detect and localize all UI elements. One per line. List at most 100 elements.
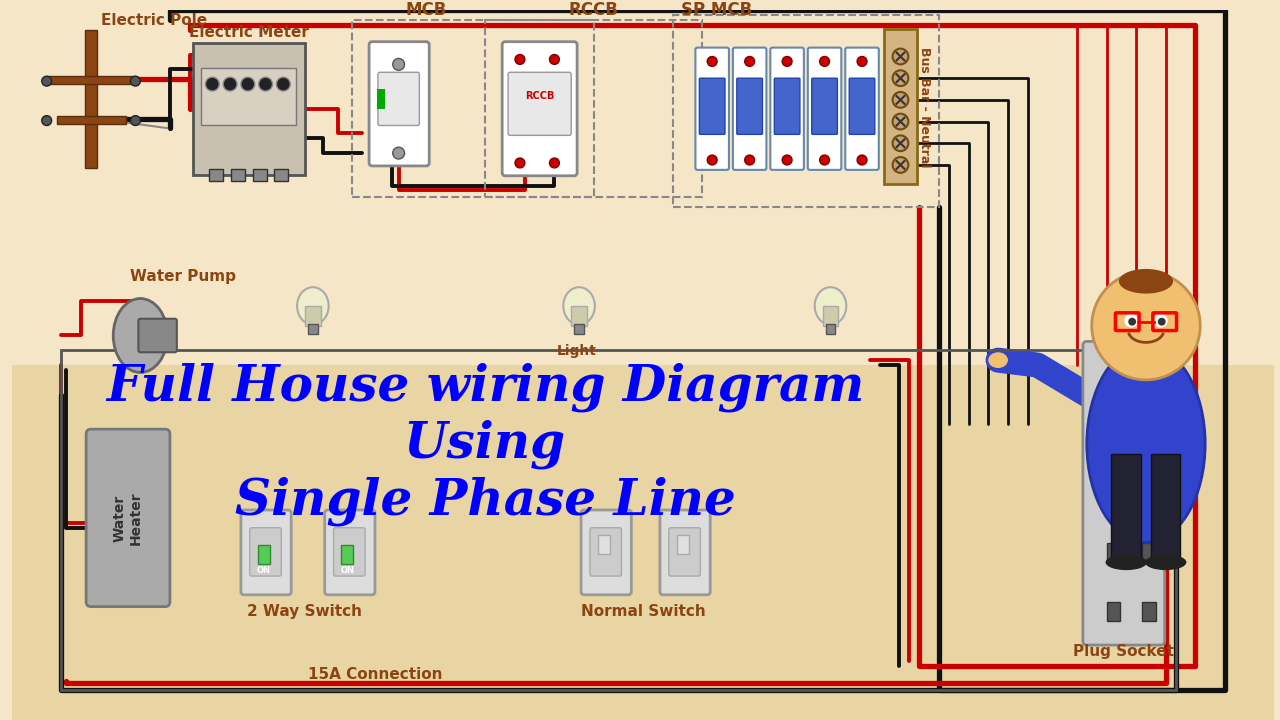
- FancyBboxPatch shape: [774, 78, 800, 135]
- Circle shape: [205, 77, 219, 91]
- Ellipse shape: [1087, 346, 1206, 543]
- Circle shape: [549, 158, 559, 168]
- Text: RCCB: RCCB: [568, 1, 618, 19]
- FancyBboxPatch shape: [138, 319, 177, 352]
- Bar: [305, 306, 321, 325]
- FancyBboxPatch shape: [250, 528, 282, 576]
- FancyBboxPatch shape: [86, 429, 170, 607]
- Bar: [1142, 483, 1156, 503]
- Text: RCCB: RCCB: [525, 91, 554, 101]
- Bar: [575, 324, 584, 333]
- Ellipse shape: [563, 287, 595, 325]
- Ellipse shape: [814, 287, 846, 325]
- Bar: [378, 89, 385, 109]
- Bar: [257, 544, 270, 564]
- Bar: [342, 544, 353, 564]
- Bar: [1142, 543, 1156, 562]
- Text: Light: Light: [557, 344, 596, 359]
- Circle shape: [515, 158, 525, 168]
- Bar: [571, 306, 588, 325]
- Circle shape: [708, 155, 717, 165]
- FancyBboxPatch shape: [13, 10, 1274, 365]
- Bar: [1142, 602, 1156, 621]
- Text: MCB: MCB: [406, 1, 447, 19]
- Bar: [232, 169, 244, 181]
- Circle shape: [131, 76, 141, 86]
- FancyBboxPatch shape: [325, 510, 375, 595]
- FancyBboxPatch shape: [13, 365, 1274, 720]
- Text: Normal Switch: Normal Switch: [581, 605, 705, 619]
- FancyBboxPatch shape: [812, 78, 837, 135]
- Circle shape: [393, 58, 404, 71]
- FancyBboxPatch shape: [201, 68, 296, 125]
- Circle shape: [241, 77, 255, 91]
- Circle shape: [858, 56, 867, 66]
- Circle shape: [1128, 318, 1137, 325]
- Circle shape: [223, 77, 237, 91]
- FancyBboxPatch shape: [849, 78, 874, 135]
- FancyBboxPatch shape: [1083, 341, 1165, 645]
- Circle shape: [42, 116, 51, 125]
- FancyBboxPatch shape: [660, 510, 710, 595]
- FancyBboxPatch shape: [733, 48, 767, 170]
- Circle shape: [708, 56, 717, 66]
- FancyBboxPatch shape: [508, 72, 571, 135]
- Circle shape: [892, 135, 909, 151]
- Ellipse shape: [988, 352, 1007, 368]
- Text: 2 Way Switch: 2 Way Switch: [247, 605, 362, 619]
- Circle shape: [782, 155, 792, 165]
- FancyBboxPatch shape: [845, 48, 879, 170]
- Ellipse shape: [1146, 554, 1187, 570]
- Bar: [1106, 602, 1120, 621]
- Circle shape: [1153, 314, 1167, 328]
- Text: Water
Heater: Water Heater: [113, 491, 142, 545]
- FancyBboxPatch shape: [378, 72, 420, 125]
- FancyBboxPatch shape: [590, 528, 622, 576]
- Circle shape: [259, 77, 273, 91]
- Circle shape: [782, 56, 792, 66]
- Bar: [46, 76, 136, 84]
- FancyBboxPatch shape: [581, 510, 631, 595]
- Circle shape: [515, 55, 525, 64]
- Circle shape: [892, 49, 909, 64]
- Circle shape: [892, 114, 909, 130]
- Text: Plug Socket: Plug Socket: [1073, 644, 1174, 659]
- Circle shape: [1092, 271, 1201, 380]
- Circle shape: [131, 116, 141, 125]
- Circle shape: [745, 155, 755, 165]
- FancyBboxPatch shape: [695, 48, 728, 170]
- FancyBboxPatch shape: [737, 78, 763, 135]
- Text: SP MCB: SP MCB: [681, 1, 753, 19]
- Text: Water Pump: Water Pump: [131, 269, 237, 284]
- Text: ON: ON: [256, 566, 270, 575]
- FancyBboxPatch shape: [808, 48, 841, 170]
- Circle shape: [892, 92, 909, 108]
- FancyBboxPatch shape: [668, 528, 700, 576]
- Bar: [677, 535, 689, 554]
- Ellipse shape: [297, 287, 329, 325]
- Bar: [274, 169, 288, 181]
- FancyBboxPatch shape: [334, 528, 365, 576]
- FancyBboxPatch shape: [699, 78, 724, 135]
- Bar: [1106, 483, 1120, 503]
- Circle shape: [745, 56, 755, 66]
- Bar: [1106, 424, 1120, 444]
- FancyBboxPatch shape: [502, 42, 577, 176]
- Circle shape: [819, 56, 829, 66]
- Bar: [210, 169, 223, 181]
- Circle shape: [42, 76, 51, 86]
- Text: Full House wiring Diagram
Using
Single Phase Line: Full House wiring Diagram Using Single P…: [106, 362, 864, 526]
- FancyBboxPatch shape: [771, 48, 804, 170]
- Circle shape: [276, 77, 291, 91]
- FancyBboxPatch shape: [192, 42, 305, 175]
- Ellipse shape: [113, 299, 168, 372]
- Circle shape: [892, 157, 909, 173]
- Circle shape: [1124, 314, 1138, 328]
- Bar: [56, 116, 125, 124]
- Circle shape: [819, 155, 829, 165]
- Circle shape: [858, 155, 867, 165]
- Circle shape: [1158, 318, 1166, 325]
- Bar: [252, 169, 266, 181]
- Bar: [598, 535, 609, 554]
- Text: Electric Meter: Electric Meter: [189, 24, 308, 40]
